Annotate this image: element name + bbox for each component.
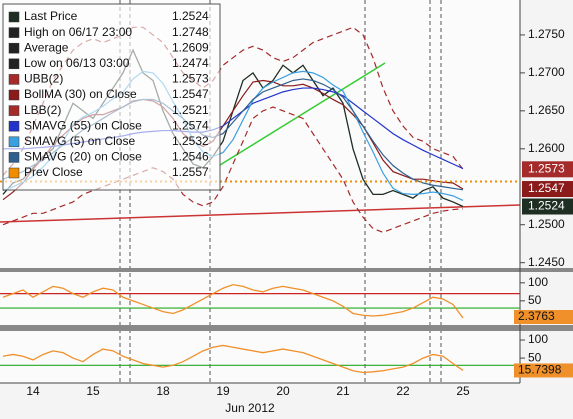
- legend-value: 1.2574: [172, 118, 209, 132]
- x-tick-label: 15: [86, 384, 100, 398]
- osc-line: [2, 283, 464, 319]
- legend-swatch: [8, 167, 20, 179]
- legend-value: 1.2532: [172, 134, 209, 148]
- x-tick-label: 19: [216, 384, 230, 398]
- legend-value: 1.2557: [172, 165, 209, 179]
- osc-panel-1: [0, 272, 520, 325]
- legend-swatch: [8, 58, 20, 70]
- osc-tag: [514, 363, 573, 378]
- legend-value: 1.2547: [172, 87, 209, 101]
- series-line: [2, 106, 464, 233]
- trend-line-up: [219, 62, 386, 166]
- legend-label: Average: [24, 40, 69, 54]
- trend-line-support: [0, 204, 521, 223]
- front-layer: Last Price 1.2524 High on 06/17 23:00 1.274…: [8, 9, 573, 378]
- panel-divider: [0, 325, 573, 331]
- x-tick-label: 20: [276, 384, 290, 398]
- legend-label: SMAVG (5) on Close: [24, 134, 135, 148]
- legend-value: 1.2546: [172, 150, 209, 164]
- y-tick-label: 1.2750: [528, 27, 565, 41]
- legend-value: 1.2521: [172, 103, 209, 117]
- x-axis-date: Jun 2012: [225, 401, 275, 415]
- value-tag-label: 1.2524: [528, 199, 565, 213]
- legend-value: 1.2573: [172, 72, 209, 86]
- x-tick-label: 25: [456, 384, 470, 398]
- osc-tick-label: 100: [528, 332, 548, 346]
- legend-box: [2, 3, 221, 191]
- legend-swatch: [8, 120, 20, 132]
- osc-tag: [514, 310, 573, 324]
- legend-swatch: [8, 11, 20, 23]
- y-tick-label: 1.2600: [528, 141, 565, 155]
- legend-label: SMAVG (55) on Close: [24, 118, 142, 132]
- legend-label: Last Price: [24, 9, 78, 23]
- osc-tag-label: 2.3763: [518, 309, 555, 323]
- osc-tick-label: 50: [528, 293, 542, 307]
- legend-value: 1.2748: [172, 25, 209, 39]
- y-tick-label: 1.2500: [528, 217, 565, 231]
- value-tag-label: 1.2573: [528, 161, 565, 175]
- legend-swatch: [8, 152, 20, 163]
- osc-line: [2, 344, 464, 374]
- legend-label: Low on 06/13 03:00: [24, 56, 130, 70]
- legend-label: Prev Close: [24, 165, 83, 179]
- value-tag: [522, 181, 573, 198]
- osc-tick-label: 100: [528, 275, 548, 289]
- legend-swatch: [8, 136, 20, 148]
- value-tag: [522, 198, 573, 215]
- legend-label: SMAVG (20) on Close: [24, 150, 142, 164]
- legend-swatch: [8, 27, 20, 38]
- value-tag-label: 1.2547: [528, 181, 565, 195]
- legend-swatch: [8, 105, 20, 116]
- legend-label: BollMA (30) on Close: [24, 87, 137, 101]
- legend-value: 1.2474: [172, 56, 209, 70]
- x-tick-label: 22: [396, 384, 410, 398]
- y-tick-label: 1.2700: [528, 65, 565, 79]
- x-tick-label: 14: [26, 384, 40, 398]
- panel-divider: [0, 268, 573, 272]
- osc-tag-label: 15.7398: [518, 363, 562, 377]
- legend-value: 1.2524: [172, 9, 209, 23]
- y-tick-label: 1.2650: [528, 103, 565, 117]
- x-tick-label: 21: [336, 384, 350, 398]
- legend-swatch: [8, 74, 20, 85]
- value-tag: [522, 161, 573, 178]
- legend-label: LBB(2): [24, 103, 61, 117]
- y-tick-label: 1.2450: [528, 255, 565, 269]
- legend-label: High on 06/17 23:00: [24, 25, 132, 39]
- osc-panel-2: [0, 331, 520, 383]
- legend-swatch: [8, 89, 20, 101]
- osc-tick-label: 50: [528, 350, 542, 364]
- legend-swatch: [8, 42, 20, 54]
- legend-value: 1.2609: [172, 40, 209, 54]
- x-tick-label: 18: [156, 384, 170, 398]
- legend-label: UBB(2): [24, 72, 63, 86]
